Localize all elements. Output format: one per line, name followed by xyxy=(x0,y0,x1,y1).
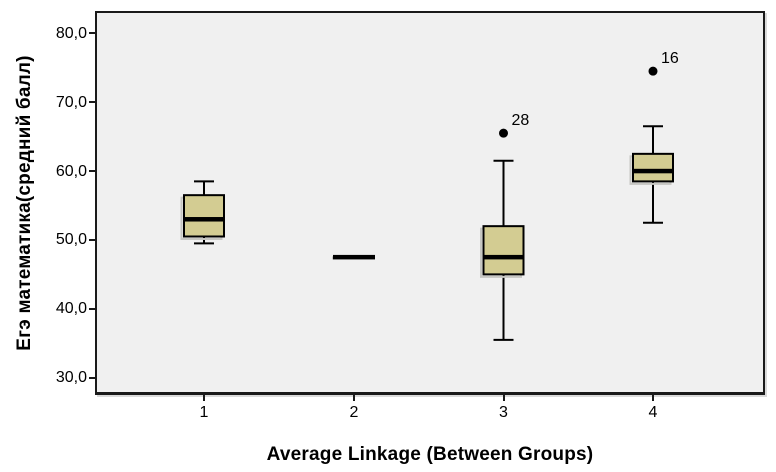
x-tick-label: 1 xyxy=(199,404,209,421)
y-tick-label: 30,0 xyxy=(55,369,87,387)
median-line xyxy=(333,254,375,260)
plot-area: 28 16 xyxy=(95,11,765,395)
box-rect xyxy=(632,152,674,183)
median-line xyxy=(183,217,225,222)
box-rect xyxy=(183,194,225,238)
x-tick-mark xyxy=(203,395,205,401)
y-tick-mark xyxy=(89,307,97,310)
boxplot-canvas: 28 16 xyxy=(180,50,679,341)
median-line xyxy=(482,254,525,260)
y-tick-mark xyxy=(89,101,97,104)
median-line xyxy=(632,168,674,174)
x-tick-mark xyxy=(652,395,654,401)
y-tick-mark xyxy=(89,238,97,241)
x-tick-mark xyxy=(502,395,505,401)
outlier-point xyxy=(499,128,508,138)
y-tick-label: 50,0 xyxy=(55,231,87,249)
x-tick-label: 4 xyxy=(648,404,658,421)
x-axis-title: Average Linkage (Between Groups) xyxy=(266,444,594,465)
y-tick-mark xyxy=(89,170,97,173)
outlier-label: 16 xyxy=(661,50,679,67)
outlier-point xyxy=(648,66,658,76)
box-rect xyxy=(482,225,525,276)
x-tick-mark xyxy=(353,395,355,401)
y-tick-label: 60,0 xyxy=(55,162,87,180)
y-tick-label: 40,0 xyxy=(55,300,87,318)
y-tick-label: 70,0 xyxy=(55,93,87,111)
y-axis-title: Егэ математика(средний балл) xyxy=(14,55,35,351)
y-tick-label: 80,0 xyxy=(55,24,87,42)
y-tick-mark xyxy=(89,376,97,379)
x-tick-label: 3 xyxy=(499,404,508,421)
y-tick-mark xyxy=(89,32,97,35)
x-tick-label: 2 xyxy=(349,404,359,421)
outlier-label: 28 xyxy=(512,112,530,129)
